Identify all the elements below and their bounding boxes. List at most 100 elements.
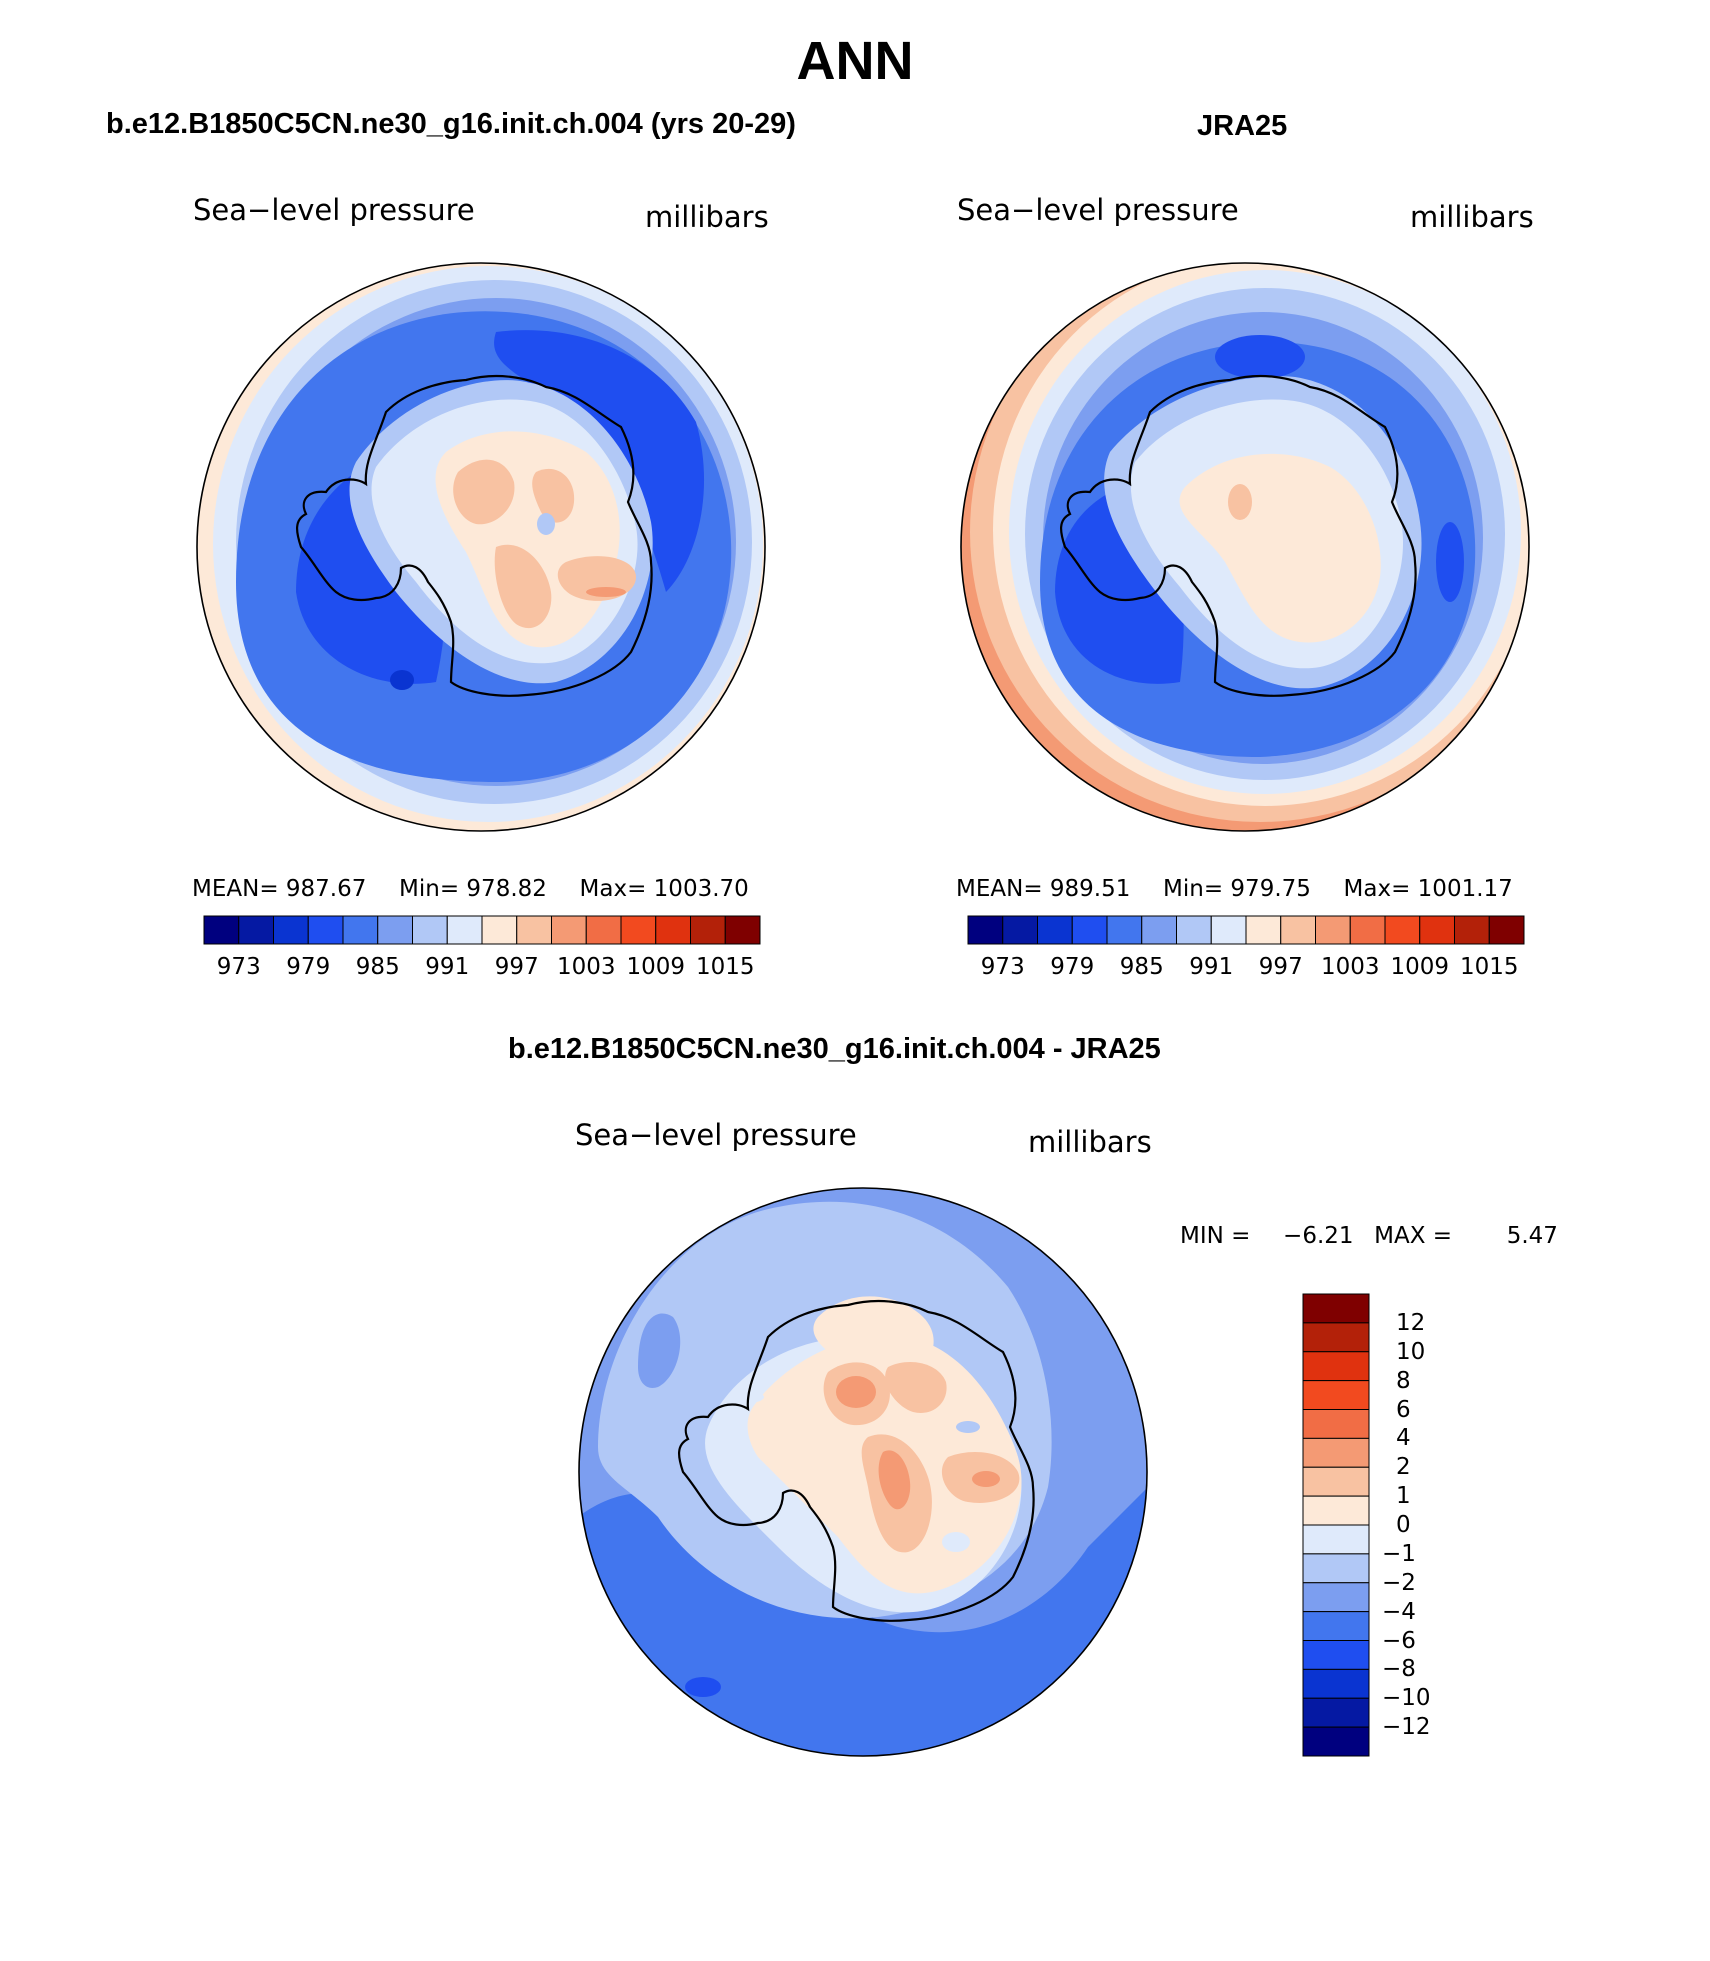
obs-colorbar-swatch <box>1349 915 1386 945</box>
model-colorbar-swatch <box>690 915 726 945</box>
obs-colorbar-swatch <box>1106 915 1143 945</box>
model-mean-value: 987.67 <box>285 876 367 902</box>
diff-colorbar-swatch <box>1302 1495 1370 1526</box>
model-max-value: 1003.70 <box>653 876 749 902</box>
obs-colorbar-swatch <box>1454 915 1490 945</box>
model-mean-label: MEAN= <box>192 876 279 902</box>
diff-colorbar-tick-label: 10 <box>1396 1338 1426 1365</box>
diff-colorbar-swatch <box>1302 1437 1370 1468</box>
model-variable-label: Sea−level pressure <box>193 193 475 227</box>
page-title: ANN <box>796 31 914 91</box>
diff-colorbar-swatch <box>1302 1380 1370 1410</box>
obs-colorbar-swatch <box>1002 915 1038 945</box>
model-colorbar-tick-label: 991 <box>425 954 470 980</box>
model-panel-title: b.e12.B1850C5CN.ne30_g16.init.ch.004 (yr… <box>106 108 796 140</box>
model-colorbar-swatch <box>412 915 448 945</box>
model-colorbar-swatch <box>238 915 274 945</box>
diff-colorbar-swatch <box>1302 1697 1370 1728</box>
diff-stats-line: MIN = −6.21 MAX = 5.47 <box>1180 1223 1558 1249</box>
obs-max-label: Max= <box>1343 876 1411 902</box>
model-colorbar-tick-label: 985 <box>355 954 400 980</box>
model-colorbar-swatch <box>585 915 622 945</box>
diff-coastline <box>678 1299 1035 1622</box>
diff-variable-label: Sea−level pressure <box>575 1118 857 1152</box>
obs-colorbar-tick-label: 997 <box>1258 954 1303 980</box>
diff-colorbar-swatch <box>1302 1466 1370 1497</box>
obs-colorbar-ticks: 973 979 985 991 997 1003 1009 1015 <box>968 954 1524 984</box>
diff-contour-fill <box>579 1188 1147 1756</box>
diff-colorbar-tick-label: 0 <box>1396 1512 1411 1538</box>
diff-colorbar-swatch <box>1302 1582 1370 1613</box>
diff-min-value: −6.21 <box>1283 1223 1354 1249</box>
obs-panel-title: JRA25 <box>1197 110 1288 142</box>
obs-variable-label: Sea−level pressure <box>957 193 1239 227</box>
diff-map-border <box>578 1187 1148 1757</box>
model-colorbar-tick-label: 1003 <box>556 954 616 980</box>
obs-map-border <box>960 262 1530 832</box>
diff-units-label: millibars <box>1028 1125 1152 1159</box>
model-min-label: Min= <box>399 876 460 902</box>
diff-panel-title: b.e12.B1850C5CN.ne30_g16.init.ch.004 - J… <box>508 1033 1161 1065</box>
model-colorbar-tick-label: 979 <box>286 954 331 980</box>
obs-colorbar <box>967 915 1525 945</box>
obs-mean-label: MEAN= <box>956 876 1043 902</box>
obs-colorbar-swatch <box>1419 915 1455 945</box>
diff-colorbar-swatch <box>1302 1351 1370 1382</box>
diff-colorbar <box>1302 1293 1370 1757</box>
diff-colorbar-tick-label: −4 <box>1382 1598 1416 1625</box>
diff-colorbar-tick-label: −2 <box>1382 1569 1416 1596</box>
obs-colorbar-tick-label: 1015 <box>1459 954 1519 980</box>
model-colorbar-tick-label: 973 <box>216 954 261 980</box>
model-colorbar-swatch <box>342 915 379 945</box>
model-colorbar-swatch <box>377 915 413 945</box>
model-colorbar-swatch <box>273 915 309 945</box>
obs-colorbar-swatch <box>1488 915 1525 945</box>
diff-colorbar-swatch <box>1302 1611 1370 1641</box>
obs-colorbar-swatch <box>1384 915 1421 945</box>
model-colorbar-tick-label: 1009 <box>626 954 686 980</box>
diff-colorbar-tick-label: 4 <box>1396 1425 1411 1452</box>
diff-min-label: MIN = <box>1180 1223 1251 1249</box>
obs-contour-fill <box>961 263 1529 831</box>
obs-stats-line: MEAN= 989.51 Min= 979.75 Max= 1001.17 <box>956 876 1513 902</box>
diff-colorbar-tick-label: −8 <box>1382 1656 1416 1683</box>
diff-colorbar-tick-label: 2 <box>1396 1454 1411 1481</box>
obs-colorbar-swatch <box>1071 915 1108 945</box>
model-colorbar-swatch <box>307 915 344 945</box>
model-colorbar-tick-label: 1015 <box>695 954 755 980</box>
model-colorbar-swatch <box>203 915 240 945</box>
diff-colorbar-tick-label: −6 <box>1382 1627 1416 1654</box>
obs-colorbar-swatch <box>967 915 1004 945</box>
diff-colorbar-swatch <box>1302 1409 1370 1439</box>
diff-max-label: MAX = <box>1374 1223 1453 1249</box>
diff-colorbar-tick-label: −1 <box>1382 1540 1416 1567</box>
obs-colorbar-swatch <box>1037 915 1073 945</box>
diff-colorbar-tick-label: 12 <box>1396 1309 1426 1336</box>
model-colorbar-swatch <box>481 915 518 945</box>
obs-colorbar-swatch <box>1315 915 1351 945</box>
obs-units-label: millibars <box>1410 200 1534 234</box>
diff-colorbar-ticks: 12 10 8 6 4 2 1 0 −1 −2 −4 −6 −8 −10 −12 <box>1382 1294 1462 1756</box>
model-colorbar-ticks: 973 979 985 991 997 1003 1009 1015 <box>204 954 760 984</box>
obs-colorbar-tick-label: 991 <box>1189 954 1234 980</box>
model-map-border <box>196 262 766 832</box>
diff-colorbar-swatch <box>1302 1726 1370 1757</box>
diff-max-value: 5.47 <box>1506 1223 1558 1249</box>
obs-colorbar-swatch <box>1141 915 1177 945</box>
obs-colorbar-swatch <box>1245 915 1282 945</box>
model-colorbar-tick-label: 997 <box>494 954 539 980</box>
obs-colorbar-swatch <box>1280 915 1316 945</box>
obs-colorbar-tick-label: 979 <box>1050 954 1095 980</box>
model-polar-map <box>196 262 766 832</box>
model-min-value: 978.82 <box>466 876 547 902</box>
diff-colorbar-swatch <box>1302 1322 1370 1353</box>
diff-polar-map <box>578 1187 1148 1757</box>
obs-colorbar-tick-label: 973 <box>980 954 1025 980</box>
model-colorbar-swatch <box>724 915 761 945</box>
diff-colorbar-tick-label: 6 <box>1396 1396 1411 1423</box>
obs-colorbar-tick-label: 1003 <box>1320 954 1380 980</box>
model-colorbar-swatch <box>551 915 587 945</box>
obs-mean-value: 989.51 <box>1049 876 1131 902</box>
model-colorbar-swatch <box>655 915 691 945</box>
obs-colorbar-swatch <box>1176 915 1212 945</box>
